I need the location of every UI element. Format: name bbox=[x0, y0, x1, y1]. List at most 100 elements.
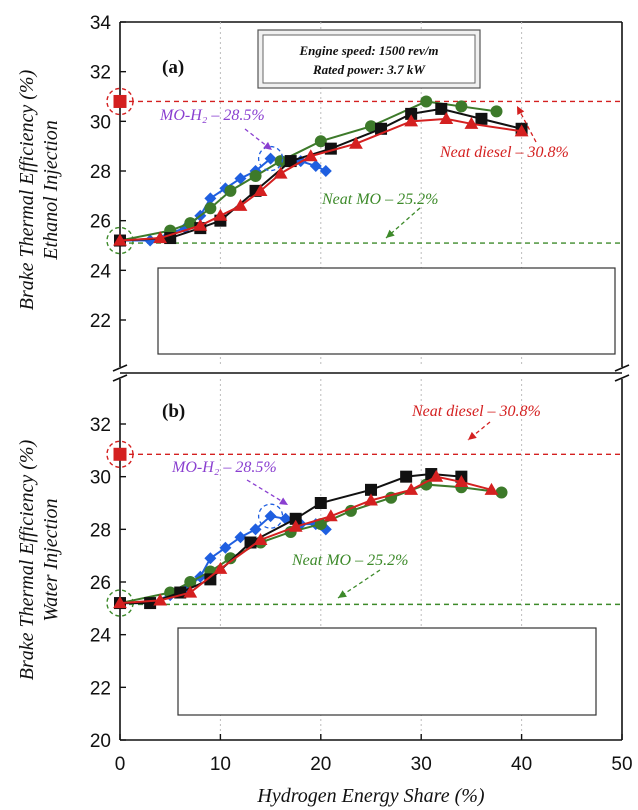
arrow-neat-mo-a bbox=[385, 207, 421, 239]
panel-b-label: (b) bbox=[162, 401, 185, 422]
series-point-b-3-9 bbox=[429, 469, 444, 482]
series-point-a-1-7 bbox=[314, 135, 327, 148]
series-point-b-0-8 bbox=[249, 523, 262, 536]
series-point-a-3-6 bbox=[273, 166, 288, 179]
series-point-a-0-9 bbox=[264, 152, 277, 165]
series-point-a-1-11 bbox=[490, 105, 503, 118]
y-tick-label-b-30: 30 bbox=[90, 468, 111, 489]
series-point-a-3-0 bbox=[113, 233, 127, 246]
x-tick-label-10: 10 bbox=[210, 754, 231, 775]
series-point-a-3-7 bbox=[303, 149, 318, 162]
series-point-b-1-2 bbox=[184, 576, 197, 588]
arrow-neat-mo-b bbox=[337, 569, 381, 599]
y-tick-label-b-26: 26 bbox=[90, 573, 111, 594]
series-point-b-1-12 bbox=[495, 486, 508, 499]
series-point-b-1-10 bbox=[420, 478, 433, 491]
annotation-h2-b: MO-H₂ – 28.5% bbox=[171, 459, 277, 476]
y-tick-label-a-22: 22 bbox=[90, 311, 111, 332]
condition-power: Rated power: 3.7 kW bbox=[312, 62, 426, 77]
series-point-a-3-9 bbox=[404, 114, 419, 127]
y-tick-label-a-30: 30 bbox=[90, 112, 111, 133]
series-point-a-0-7 bbox=[234, 172, 247, 185]
series-point-b-3-8 bbox=[404, 482, 419, 495]
series-point-b-2-7 bbox=[365, 483, 377, 496]
series-point-a-0-5 bbox=[204, 192, 217, 205]
y-tick-label-b-28: 28 bbox=[90, 520, 111, 541]
y-tick-label-a-28: 28 bbox=[90, 162, 111, 183]
annotation-neat-mo-b: Neat MO – 25.2% bbox=[291, 552, 408, 569]
series-point-b-2-6 bbox=[314, 497, 327, 509]
series-point-a-1-8 bbox=[365, 120, 377, 133]
y-axis-subtitle-a: Ethanol Injection bbox=[40, 120, 62, 260]
series-point-a-1-10 bbox=[455, 100, 468, 113]
y-tick-label-a-24: 24 bbox=[90, 261, 112, 282]
legend-box-b bbox=[177, 627, 597, 716]
diesel-marker-a bbox=[113, 94, 127, 108]
series-point-b-0-9 bbox=[264, 510, 277, 523]
panel-a-label: (a) bbox=[162, 57, 184, 78]
series-point-b-3-6 bbox=[323, 509, 338, 522]
y-axis-subtitle-b: Water Injection bbox=[40, 498, 62, 621]
series-point-b-0-5 bbox=[204, 552, 217, 565]
series-point-a-1-2 bbox=[184, 217, 197, 230]
series-point-a-2-10 bbox=[475, 112, 488, 125]
series-point-b-3-10 bbox=[454, 475, 469, 488]
y-tick-label-b-20: 20 bbox=[90, 731, 111, 752]
series-point-a-3-1 bbox=[153, 231, 168, 244]
series-point-a-1-4 bbox=[224, 184, 237, 197]
series-point-a-3-4 bbox=[233, 198, 248, 211]
annotation-neat-diesel-a: Neat diesel – 30.8% bbox=[439, 144, 569, 161]
axis-break-right bbox=[614, 364, 630, 382]
axis-break-left bbox=[112, 364, 128, 382]
series-point-a-2-4 bbox=[249, 184, 262, 197]
arrow-neat-diesel-a bbox=[516, 105, 537, 143]
annotation-h2-a: MO-H₂ – 28.5% bbox=[159, 107, 265, 124]
x-tick-label-20: 20 bbox=[310, 754, 331, 775]
y-axis-title-b: Brake Thermal Efficiency (%) bbox=[16, 439, 38, 680]
series-point-a-0-12 bbox=[309, 160, 322, 173]
x-tick-label-40: 40 bbox=[511, 754, 532, 775]
y-tick-label-b-32: 32 bbox=[90, 415, 111, 436]
arrow-neat-diesel-b bbox=[467, 421, 491, 441]
series-point-b-3-5 bbox=[288, 519, 303, 532]
x-tick-label-50: 50 bbox=[611, 754, 632, 775]
plot-frame bbox=[112, 21, 630, 741]
series-point-a-1-5 bbox=[249, 169, 262, 182]
diesel-ring-b bbox=[106, 440, 134, 468]
series-point-b-2-5 bbox=[289, 512, 302, 525]
series-point-b-0-6 bbox=[219, 541, 232, 554]
y-tick-label-a-34: 34 bbox=[90, 13, 112, 34]
panel-b: 20222426283032MO-H₂+7% WIMO-H₂+5% WIMO-H… bbox=[90, 379, 622, 752]
series-point-a-1-9 bbox=[420, 95, 433, 108]
series-point-b-2-1 bbox=[144, 597, 157, 610]
series-point-a-2-5 bbox=[284, 155, 297, 168]
series-point-b-0-7 bbox=[234, 531, 247, 544]
series-point-b-3-7 bbox=[364, 493, 378, 506]
series-point-a-0-13 bbox=[319, 165, 332, 177]
y-tick-label-a-32: 32 bbox=[90, 63, 111, 84]
series-line-b-1 bbox=[119, 483, 502, 605]
y-tick-label-b-22: 22 bbox=[90, 678, 111, 699]
series-point-a-2-9 bbox=[435, 102, 448, 115]
series-point-b-2-3 bbox=[204, 573, 217, 586]
series-point-b-2-8 bbox=[400, 470, 413, 483]
series-point-a-3-3 bbox=[213, 208, 228, 221]
conditions-box: Engine speed: 1500 rev/m Rated power: 3.… bbox=[257, 29, 481, 89]
series-point-a-2-7 bbox=[375, 122, 388, 135]
y-tick-label-b-24: 24 bbox=[90, 626, 112, 647]
series-point-a-3-12 bbox=[514, 124, 529, 137]
series-point-a-3-2 bbox=[193, 218, 208, 231]
series-point-b-3-3 bbox=[213, 561, 228, 574]
series-point-a-3-11 bbox=[464, 116, 479, 129]
shared-x-axis: 0 10 20 30 40 50 bbox=[115, 734, 633, 775]
series-point-b-1-4 bbox=[224, 552, 237, 565]
annotation-neat-diesel-b: Neat diesel – 30.8% bbox=[411, 403, 541, 420]
y-tick-label-a-26: 26 bbox=[90, 212, 111, 233]
annotation-neat-mo-a: Neat MO – 25.2% bbox=[321, 191, 438, 208]
series-point-b-3-0 bbox=[113, 596, 127, 609]
series-point-b-3-2 bbox=[183, 585, 198, 598]
series-point-a-3-10 bbox=[439, 111, 454, 124]
h2-peak-ring-a bbox=[257, 145, 284, 172]
diesel-marker-b bbox=[113, 447, 127, 461]
